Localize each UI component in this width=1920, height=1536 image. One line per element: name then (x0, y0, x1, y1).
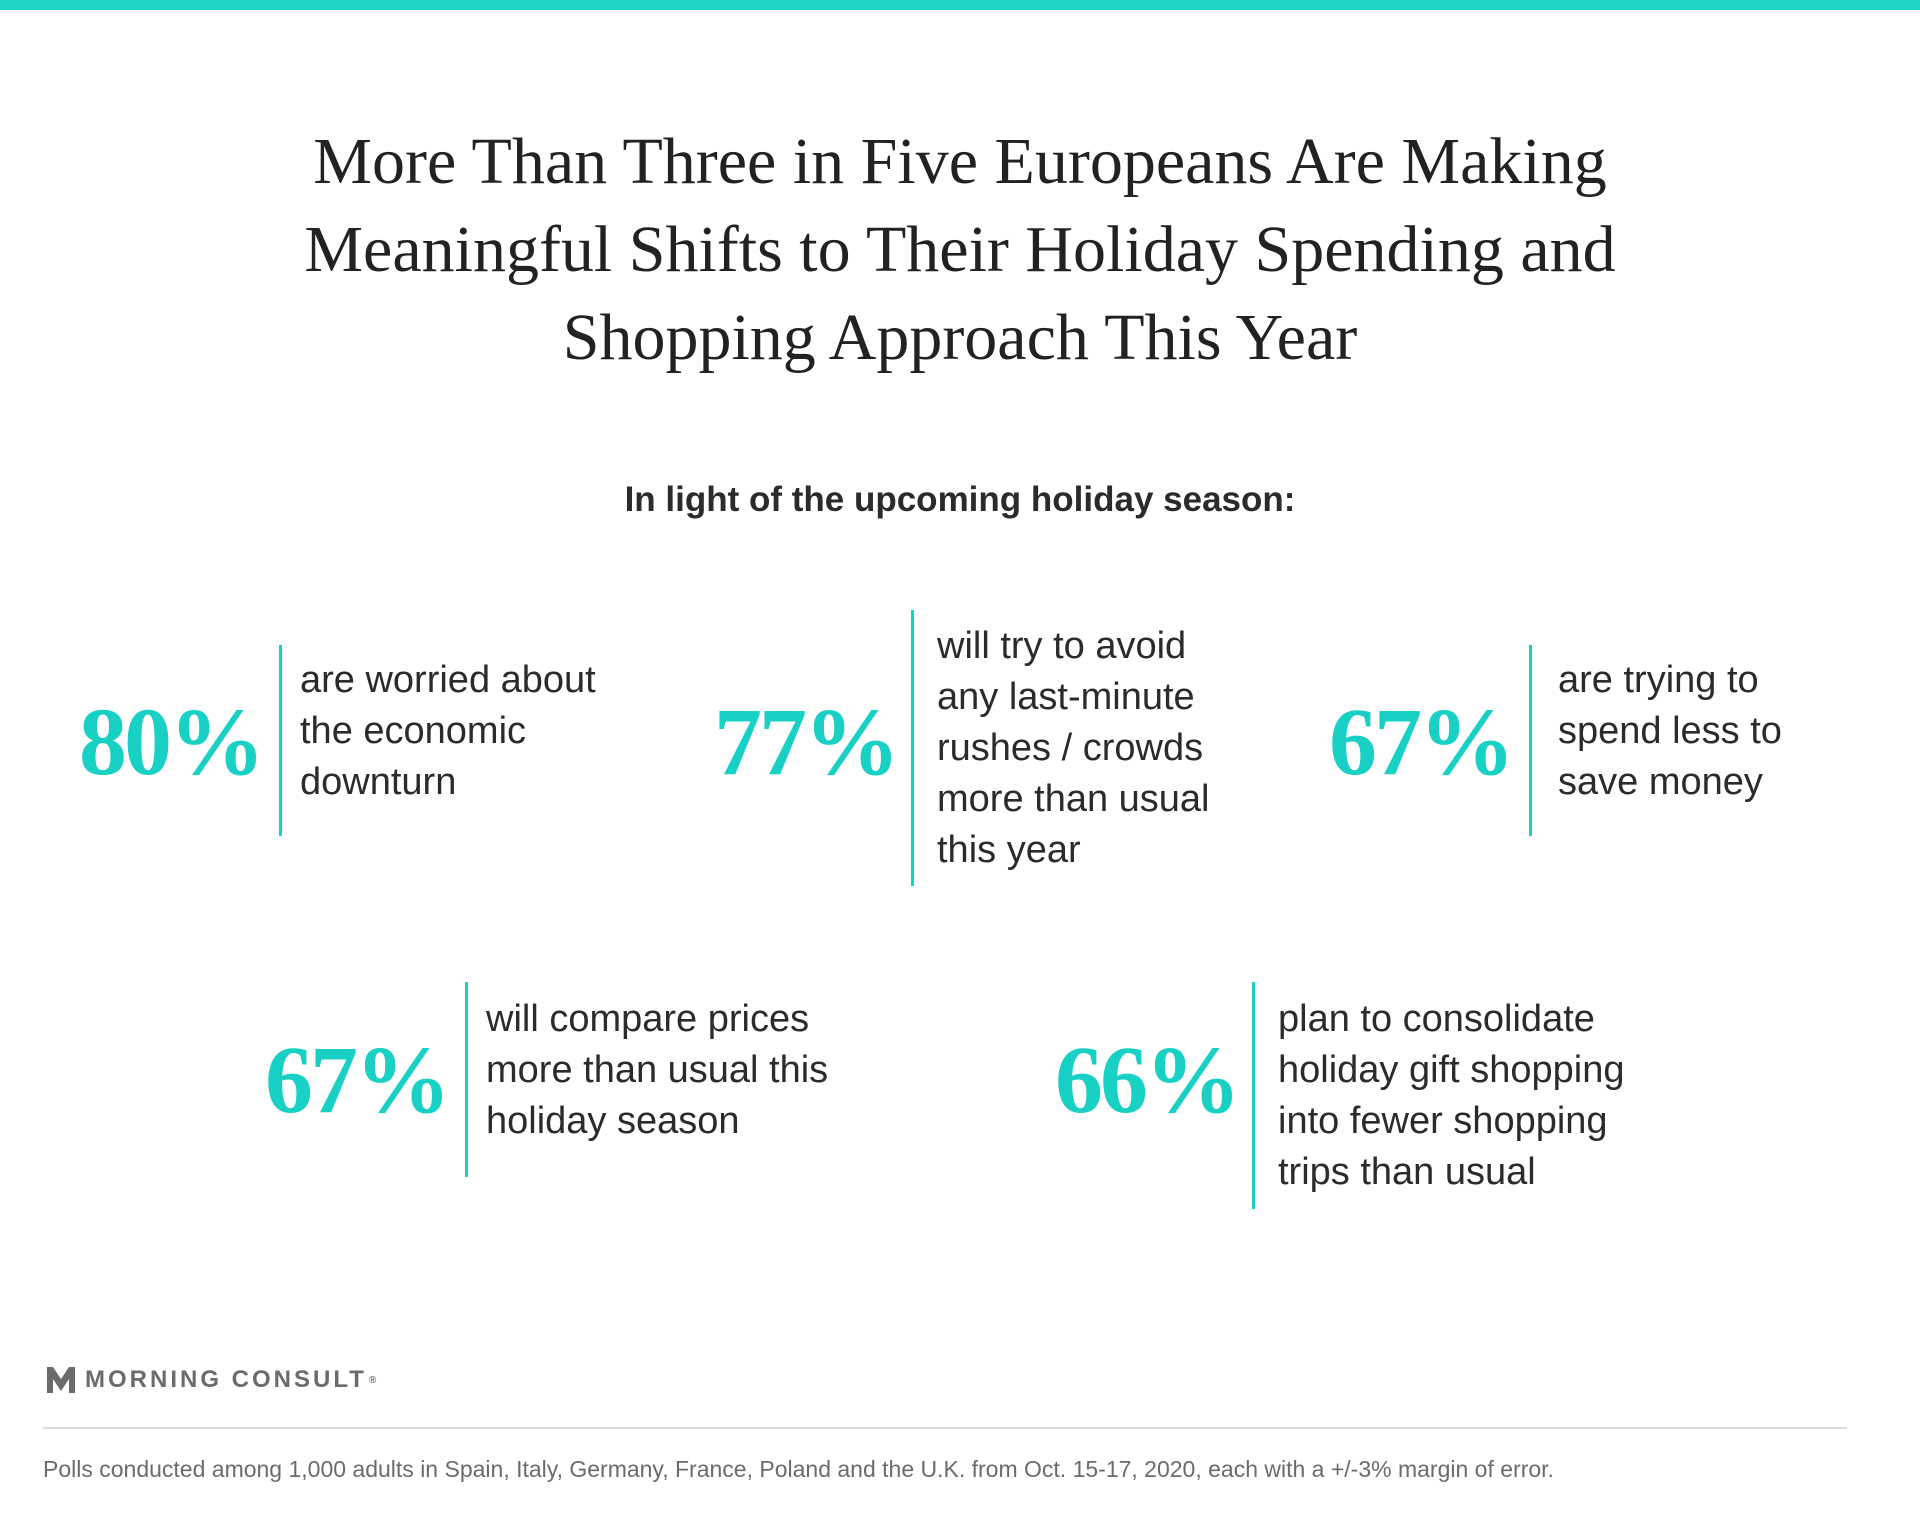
footer-divider (43, 1427, 1847, 1429)
page-title: More Than Three in Five Europeans Are Ma… (0, 118, 1920, 382)
stat-value: 80% (79, 688, 265, 795)
stat-description: are trying to spend less to save money (1558, 655, 1782, 808)
stat-value: 67% (1329, 688, 1515, 795)
title-line: Meaningful Shifts to Their Holiday Spend… (304, 213, 1616, 286)
stat-line: the economic (300, 710, 527, 752)
stat-line: plan to consolidate (1278, 998, 1595, 1040)
stat-divider (279, 645, 282, 836)
stat-line: will try to avoid (937, 625, 1187, 667)
title-line: Shopping Approach This Year (562, 301, 1358, 374)
stat-line: are worried about (300, 659, 596, 701)
stat-divider (465, 982, 468, 1177)
stat-divider (1529, 645, 1532, 836)
stat-line: spend less to (1558, 710, 1782, 752)
stat-line: trips than usual (1278, 1151, 1536, 1193)
stat-description: are worried about the economic downturn (300, 655, 596, 808)
stat-description: plan to consolidate holiday gift shoppin… (1278, 994, 1624, 1198)
stat-line: into fewer shopping (1278, 1100, 1608, 1142)
brand-name: MORNING CONSULT (85, 1366, 367, 1393)
stat-divider (911, 610, 914, 886)
footnote: Polls conducted among 1,000 adults in Sp… (43, 1456, 1554, 1482)
morning-consult-logo-icon (47, 1367, 75, 1393)
brand-logo: MORNING CONSULT ® (47, 1366, 379, 1394)
stat-line: any last-minute (937, 676, 1195, 718)
subtitle: In light of the upcoming holiday season: (624, 480, 1296, 519)
stat-line: holiday gift shopping (1278, 1049, 1625, 1091)
stat-description: will try to avoid any last-minute rushes… (937, 621, 1210, 876)
stat-line: downturn (300, 761, 457, 803)
stat-value: 77% (714, 688, 900, 795)
stat-description: will compare prices more than usual this… (486, 994, 828, 1147)
stat-line: are trying to (1558, 659, 1759, 701)
stat-value: 67% (265, 1026, 451, 1133)
stat-line: this year (937, 829, 1081, 871)
stat-line: more than usual this (486, 1049, 829, 1091)
stat-line: more than usual (937, 778, 1210, 820)
stat-line: will compare prices (486, 998, 810, 1040)
stat-divider (1252, 982, 1255, 1209)
registered-mark: ® (368, 1374, 380, 1386)
title-line: More Than Three in Five Europeans Are Ma… (313, 125, 1607, 198)
stat-line: rushes / crowds (937, 727, 1204, 769)
stat-line: holiday season (486, 1100, 740, 1142)
stat-line: save money (1558, 761, 1763, 803)
top-accent-bar (0, 0, 1920, 10)
stat-value: 66% (1055, 1026, 1241, 1133)
